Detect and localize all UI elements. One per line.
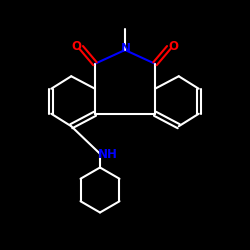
Text: NH: NH: [98, 148, 117, 162]
Text: N: N: [121, 42, 131, 55]
Text: O: O: [72, 40, 82, 52]
Text: O: O: [168, 40, 178, 52]
